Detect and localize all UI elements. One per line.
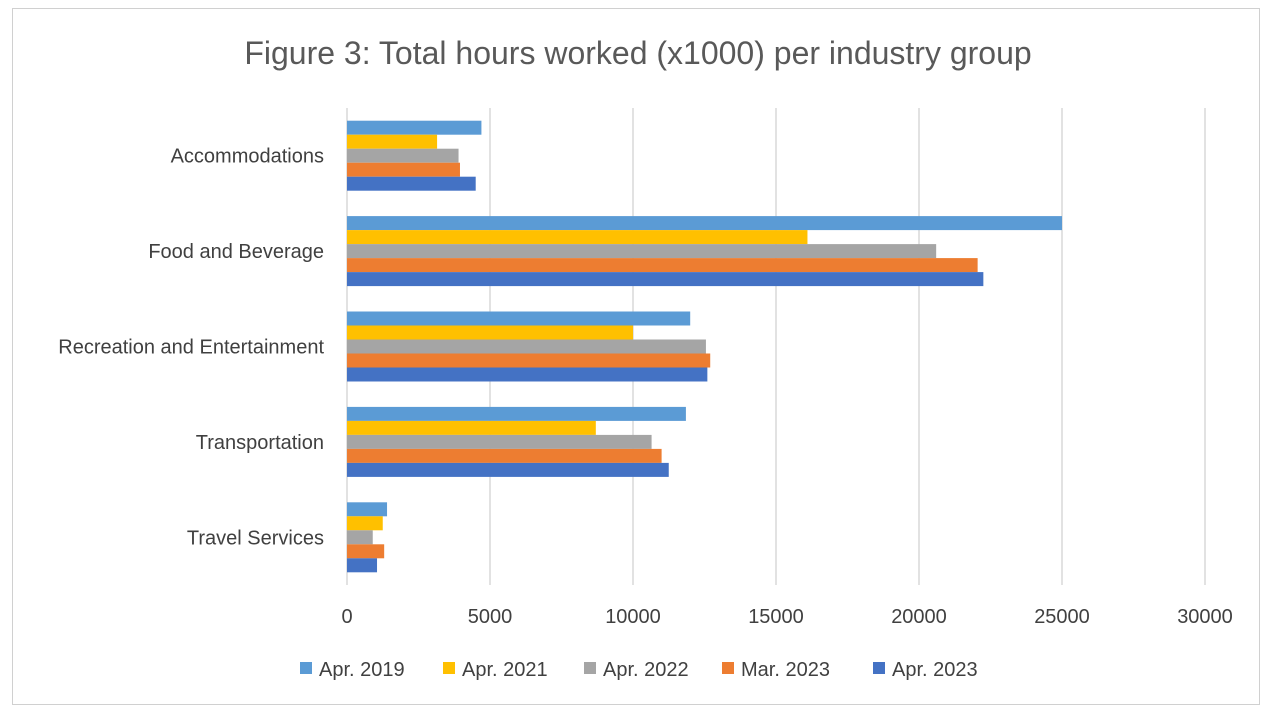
legend-swatch	[873, 662, 885, 674]
legend-label: Apr. 2021	[462, 659, 548, 681]
x-tick-label: 15000	[748, 606, 804, 628]
bar	[347, 120, 482, 135]
bar	[347, 258, 978, 273]
legend: Apr. 2019 Apr. 2021 Apr. 2022 Mar. 2023 Apr.…	[300, 659, 978, 681]
legend-label: Apr. 2019	[319, 659, 405, 681]
category-label: Food and Beverage	[148, 241, 324, 263]
bar	[347, 530, 373, 545]
bar	[347, 434, 652, 449]
bar	[347, 558, 378, 573]
category-label: Travel Services	[187, 527, 324, 549]
legend-label: Apr. 2023	[892, 659, 978, 681]
bar	[347, 244, 937, 259]
bar	[347, 311, 691, 326]
bar	[347, 148, 459, 163]
legend-swatch	[300, 662, 312, 674]
bar	[347, 462, 669, 477]
x-axis-ticks: 0 5000 10000 15000 20000 25000 30000	[341, 606, 1232, 628]
legend-label: Mar. 2023	[741, 659, 830, 681]
bar	[347, 544, 385, 559]
bar	[347, 176, 476, 191]
bars	[347, 120, 1062, 573]
x-tick-label: 5000	[468, 606, 513, 628]
bar	[347, 134, 438, 149]
x-tick-label: 20000	[891, 606, 947, 628]
x-tick-label: 0	[341, 606, 352, 628]
category-labels: Accommodations Food and Beverage Recreatio…	[58, 146, 324, 550]
bar	[347, 230, 808, 245]
bar	[347, 272, 984, 287]
legend-swatch	[584, 662, 596, 674]
bar	[347, 339, 706, 354]
category-label: Recreation and Entertainment	[58, 337, 324, 359]
category-label: Accommodations	[171, 146, 324, 168]
bar	[347, 502, 388, 517]
bar	[347, 367, 708, 382]
legend-swatch	[443, 662, 455, 674]
category-label: Transportation	[196, 432, 324, 454]
bar	[347, 406, 686, 421]
chart-title: Figure 3: Total hours worked (x1000) per…	[244, 35, 1031, 71]
bar	[347, 216, 1062, 231]
bar	[347, 325, 633, 340]
legend-label: Apr. 2022	[603, 659, 689, 681]
x-tick-label: 25000	[1034, 606, 1090, 628]
bar	[347, 448, 662, 463]
bar	[347, 162, 460, 177]
bar	[347, 516, 383, 531]
x-tick-label: 10000	[605, 606, 661, 628]
bar	[347, 353, 711, 368]
bar	[347, 420, 596, 435]
x-tick-label: 30000	[1177, 606, 1233, 628]
legend-swatch	[722, 662, 734, 674]
